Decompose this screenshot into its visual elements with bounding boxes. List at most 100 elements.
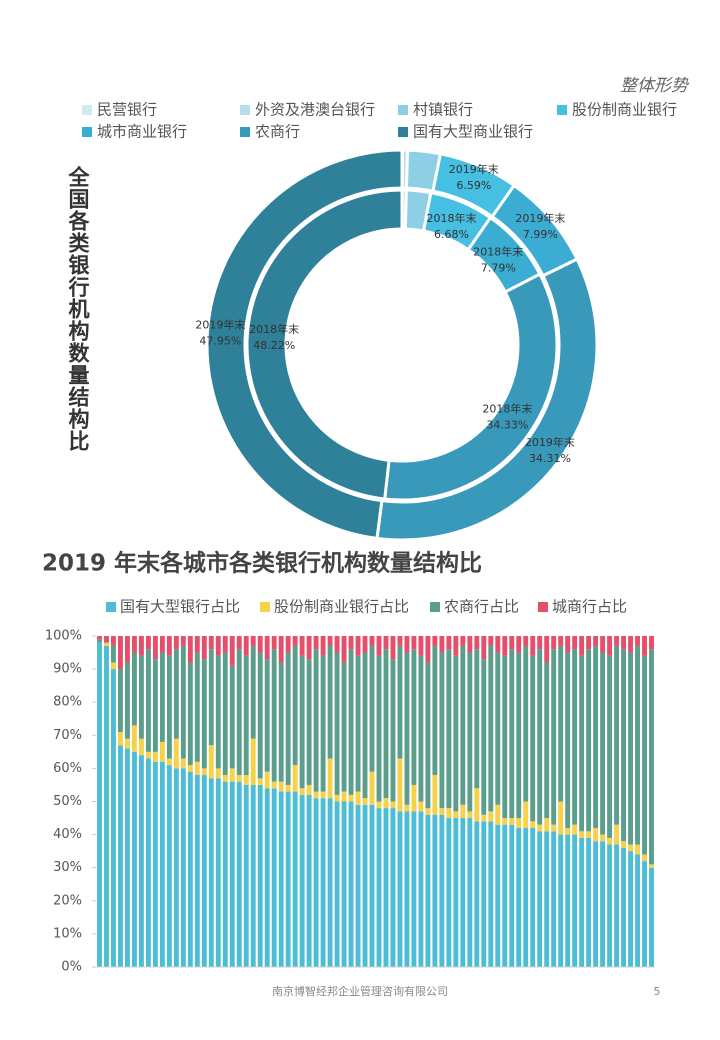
bar-segment — [313, 649, 319, 792]
bar-segment — [488, 821, 494, 967]
bar-segment — [474, 821, 480, 967]
bar-segment — [432, 775, 438, 815]
bar-segment — [635, 636, 640, 646]
bar-segment — [621, 847, 627, 967]
bar-segment — [474, 649, 480, 789]
bar-segment — [320, 636, 326, 656]
bar-segment — [264, 788, 270, 967]
header: 整体形势 — [620, 76, 690, 96]
y-tick-label: 50% — [53, 794, 82, 809]
bar-segment — [236, 775, 242, 782]
bar-segment — [131, 751, 137, 967]
bar-segment — [131, 652, 137, 726]
bar-segment — [292, 636, 298, 646]
legend-label: 城市商业银行 — [97, 123, 187, 141]
bar-segment — [523, 636, 529, 646]
bar-segment — [502, 818, 508, 825]
bar-segment — [474, 788, 480, 822]
bar-segment — [243, 775, 249, 785]
bar-segment — [516, 652, 522, 819]
footer-company: 南京博智经邦企业管理咨询有限公司 — [272, 984, 448, 998]
bar-segment — [341, 636, 347, 663]
bar-segment — [292, 645, 298, 766]
bar-segment — [530, 636, 536, 656]
data-label-value: 6.59% — [456, 179, 491, 192]
bar-segment — [152, 659, 158, 752]
bar-segment — [614, 824, 620, 845]
bar-chart-title: 2019 年末各城市各类银行机构数量结构比 — [42, 550, 482, 577]
bar-segment — [523, 827, 529, 967]
bar-segment — [488, 636, 494, 646]
bar-segment — [432, 814, 438, 967]
bar-segment — [166, 758, 172, 766]
data-label-series: 2019年末 — [525, 435, 575, 449]
bar-segment — [649, 636, 654, 650]
bar-segment — [222, 636, 228, 653]
bar-segment — [152, 761, 158, 967]
data-label-value: 47.95% — [199, 334, 241, 347]
bar-segment — [104, 645, 109, 967]
bar-segment — [439, 814, 445, 967]
bar-segment — [404, 804, 410, 812]
bar-segment — [390, 659, 396, 802]
legend-label: 国有大型商业银行 — [413, 123, 533, 141]
bar-segment — [208, 778, 214, 967]
bar-segment — [341, 791, 347, 802]
bar-segment — [572, 649, 578, 825]
bar-segment — [320, 655, 326, 792]
bar-segment — [509, 649, 515, 819]
bar-segment — [131, 725, 137, 752]
bar-segment — [523, 801, 529, 828]
bar-segment — [411, 636, 417, 650]
bar-segment — [467, 811, 473, 819]
bar-segment — [642, 854, 647, 862]
bar-segment — [376, 801, 382, 809]
bar-segment — [264, 659, 270, 772]
bar-segment — [138, 655, 144, 739]
bar-segment — [348, 801, 354, 967]
bar-segment — [131, 636, 137, 653]
bar-segment — [628, 851, 633, 967]
bar-segment — [257, 652, 263, 779]
bar-segment — [250, 738, 256, 785]
bar-segment — [271, 781, 277, 789]
bar-segment — [124, 748, 130, 967]
bar-segment — [243, 784, 249, 967]
bar-segment — [649, 649, 654, 865]
bar-segment — [453, 811, 459, 819]
bar-segment — [593, 827, 599, 842]
bar-segment — [481, 814, 487, 822]
bar-segment — [111, 669, 116, 967]
donut-slice — [383, 272, 559, 502]
bar-segment — [502, 824, 508, 967]
bar-segment — [257, 778, 263, 785]
bar-segment — [607, 837, 613, 845]
bar-segment — [432, 645, 438, 776]
legend-label: 股份制商业银行 — [572, 101, 677, 119]
bar-segment — [481, 821, 487, 967]
bar-segment — [278, 636, 284, 663]
bar-segment — [313, 798, 319, 967]
bar-segment — [285, 784, 291, 792]
bar-segment — [278, 662, 284, 782]
bar-segment — [355, 655, 361, 792]
bar-segment — [565, 636, 571, 653]
bar-segment — [530, 821, 536, 828]
bar-segment — [495, 652, 501, 805]
legend-label: 村镇银行 — [413, 101, 473, 119]
bar-segment — [474, 636, 480, 650]
bar-segment — [180, 768, 186, 967]
bar-segment — [481, 636, 487, 660]
data-label-series: 2018年末 — [249, 322, 299, 336]
data-label-value: 7.79% — [481, 262, 516, 275]
bar-segment — [593, 636, 599, 646]
y-tick-label: 90% — [53, 662, 82, 677]
data-label-series: 2019年末 — [195, 317, 245, 331]
bar-segment — [348, 794, 354, 802]
bar-segment — [383, 636, 389, 650]
bar-segment — [306, 784, 312, 795]
data-label-value: 34.31% — [529, 452, 571, 465]
bar-segment — [118, 731, 123, 746]
bar-segment — [516, 827, 522, 967]
